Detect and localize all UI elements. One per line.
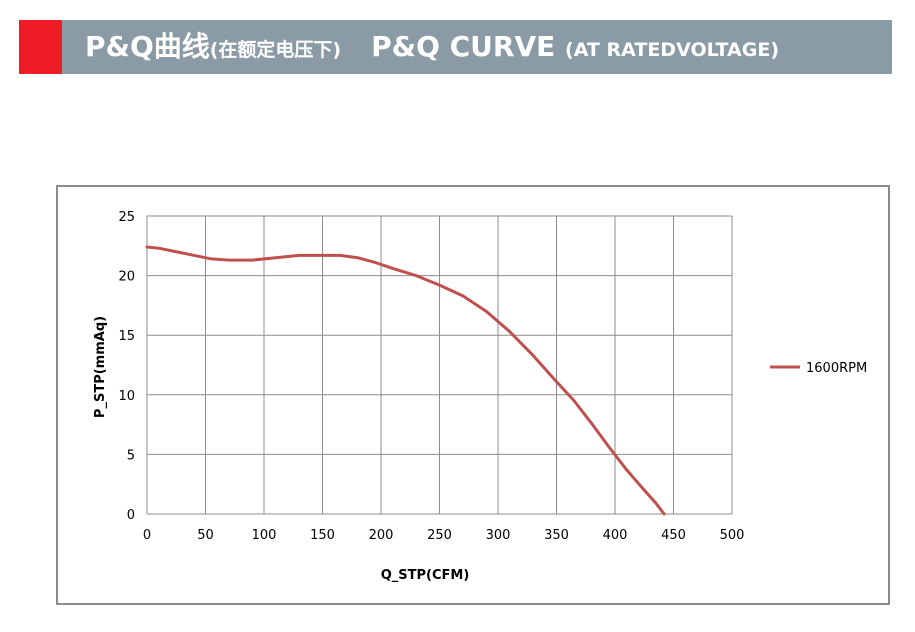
grid	[146, 215, 733, 515]
title-cn: P&Q曲线	[85, 30, 210, 63]
page-title: P&Q曲线(在额定电压下) P&Q CURVE (AT RATEDVOLTAGE)	[85, 20, 779, 74]
legend: 1600RPM	[770, 361, 867, 376]
series-line	[145, 245, 666, 516]
chart-frame: 0 50 100 150 200 250 300 350 400 450 500 0 5 10 15 20 2…	[56, 185, 890, 605]
x-tick-label: 500	[720, 528, 745, 543]
x-tick-label: 350	[544, 528, 569, 543]
y-tick-label: 0	[127, 508, 135, 523]
x-tick-label: 450	[661, 528, 686, 543]
y-axis-label: P_STP(mmAq)	[93, 316, 108, 418]
x-axis-label: Q_STP(CFM)	[381, 568, 470, 583]
x-tick-label: 50	[197, 528, 214, 543]
x-tick-label: 250	[427, 528, 452, 543]
y-tick-label: 15	[118, 329, 135, 344]
y-tick-label: 25	[118, 210, 135, 225]
x-tick-label: 400	[603, 528, 628, 543]
title-en-sub: (AT RATEDVOLTAGE)	[565, 39, 780, 61]
legend-label: 1600RPM	[806, 361, 867, 376]
x-tick-label: 300	[486, 528, 511, 543]
x-tick-label: 100	[252, 528, 277, 543]
x-tick-label: 200	[369, 528, 394, 543]
series-lines	[145, 245, 666, 516]
y-tick-label: 5	[127, 448, 135, 463]
header-banner: P&Q曲线(在额定电压下) P&Q CURVE (AT RATEDVOLTAGE)	[19, 20, 892, 74]
pq-chart: 0 50 100 150 200 250 300 350 400 450 500 0 5 10 15 20 2…	[93, 210, 867, 583]
header-accent	[19, 20, 62, 74]
y-tick-label: 10	[118, 389, 135, 404]
y-tick-labels: 0 5 10 15 20 25	[118, 210, 135, 523]
title-cn-sub: (在额定电压下)	[209, 39, 342, 61]
y-tick-label: 20	[118, 270, 135, 285]
x-tick-labels: 0 50 100 150 200 250 300 350 400 450 500	[143, 528, 745, 543]
x-tick-label: 0	[143, 528, 151, 543]
title-en: P&Q CURVE	[371, 30, 556, 63]
x-tick-label: 150	[310, 528, 335, 543]
